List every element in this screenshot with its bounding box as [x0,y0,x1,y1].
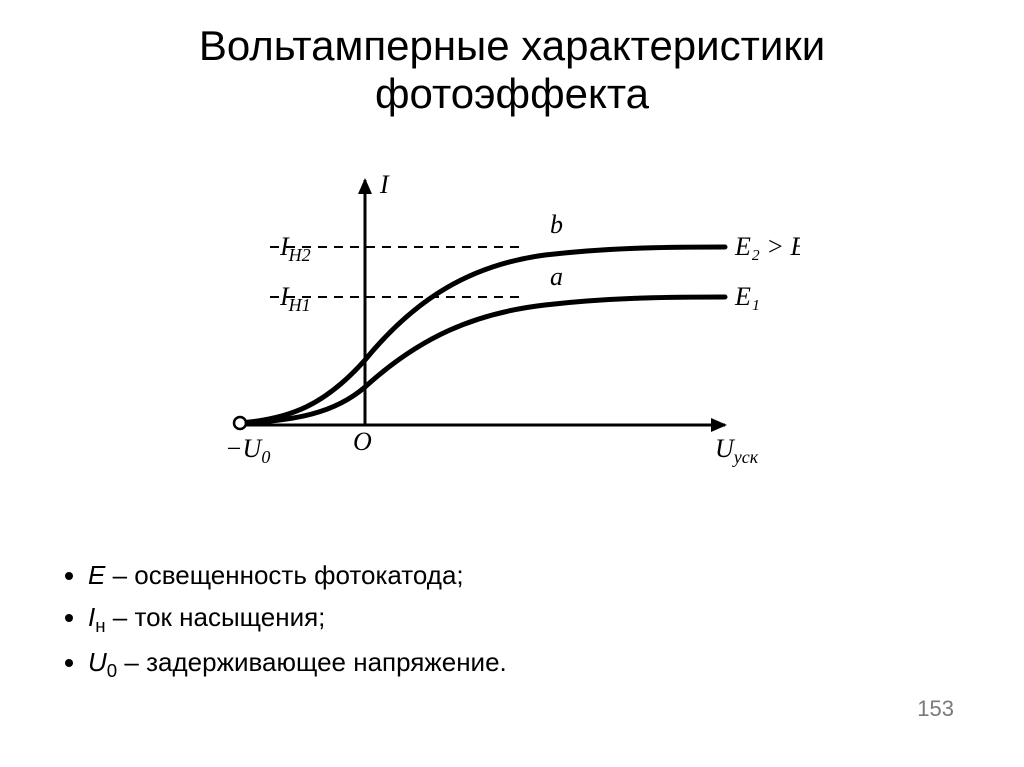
legend-txt-u0: – задерживающее напряжение. [117,647,507,677]
svg-text:E₁: E₁ [734,282,760,311]
svg-text:E₂ > E₁: E₂ > E₁ [734,232,800,261]
svg-text:Uуск: Uуск [715,434,759,467]
legend-sym-u: U [88,647,107,677]
legend-sub-0: 0 [107,661,117,682]
svg-text:−U0: −U0 [225,434,270,467]
svg-text:O: O [353,427,372,456]
title-line-1: Вольтамперные характеристики [199,22,825,69]
legend-sub-n: н [95,615,105,636]
svg-text:a: a [550,262,563,291]
legend-txt-in: – ток насыщения; [106,602,326,632]
legend-sym-e: E [88,560,105,590]
svg-text:I: I [379,170,390,199]
legend: E – освещенность фотокатода; Iн – ток на… [60,555,507,688]
svg-text:IН1: IН1 [279,282,311,315]
legend-item-u0: U0 – задерживающее напряжение. [88,642,507,685]
title-line-2: фотоэффекта [375,70,649,117]
svg-text:IН2: IН2 [279,232,311,265]
legend-item-in: Iн – ток насыщения; [88,597,507,640]
iv-chart: I IН2 IН1 ba E₂ > E₁ E₁ O −U0 Uуск [225,165,800,470]
legend-txt-e: – освещенность фотокатода; [105,560,463,590]
page-number: 153 [917,696,954,722]
svg-text:b: b [550,210,563,239]
legend-item-e: E – освещенность фотокатода; [88,555,507,595]
slide-title: Вольтамперные характеристики фотоэффекта [0,0,1024,119]
iv-chart-svg: I IН2 IН1 ba E₂ > E₁ E₁ O −U0 Uуск [225,165,800,470]
